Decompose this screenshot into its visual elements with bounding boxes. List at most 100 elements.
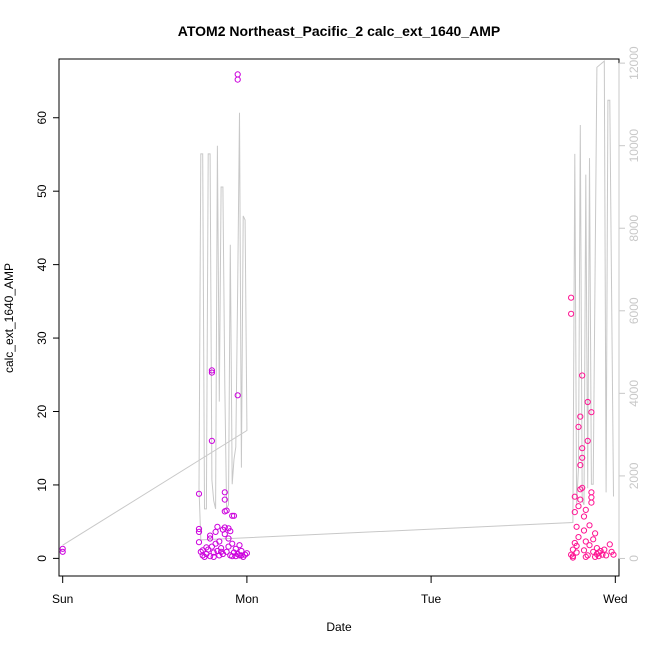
data-point-31 (221, 496, 228, 503)
y2-tick-label-1: 2000 (627, 462, 641, 489)
data-point-43 (230, 512, 238, 519)
x-tick-label-2: Tue (421, 592, 442, 606)
data-point-96 (588, 499, 595, 506)
data-point-82 (579, 454, 586, 461)
data-point-72 (573, 549, 580, 556)
data-point-41 (229, 540, 236, 547)
data-point-97 (588, 489, 595, 496)
plot-marks (59, 60, 617, 561)
data-point-68 (571, 493, 578, 500)
data-point-37 (225, 543, 232, 550)
x-axis-label: Date (326, 620, 352, 634)
data-point-65 (569, 546, 577, 553)
data-point-100 (592, 530, 599, 537)
data-point-69 (571, 508, 578, 516)
data-point-0 (59, 545, 66, 552)
data-point-2 (195, 490, 203, 497)
data-point-44 (232, 545, 239, 552)
data-point-42 (230, 549, 238, 556)
data-point-107 (601, 546, 608, 553)
data-point-104 (595, 553, 602, 560)
data-point-12 (207, 532, 214, 539)
chart-title: ATOM2 Northeast_Pacific_2 calc_ext_1640_… (178, 23, 500, 39)
data-point-63 (568, 310, 575, 317)
data-point-3 (195, 525, 203, 533)
y2-tick-label-5: 10000 (627, 129, 641, 163)
data-point-22 (214, 523, 221, 530)
data-point-17 (208, 437, 215, 444)
y-tick-label-1: 10 (35, 478, 49, 492)
data-point-75 (575, 534, 582, 541)
data-point-113 (582, 553, 589, 561)
x-tick-label-0: Sun (52, 592, 73, 606)
y-tick-label-0: 0 (35, 555, 49, 562)
data-point-58 (210, 553, 217, 561)
data-point-85 (580, 513, 588, 520)
data-point-71 (573, 542, 580, 550)
data-point-52 (238, 547, 245, 555)
data-point-86 (580, 547, 588, 554)
data-point-16 (208, 369, 215, 376)
data-point-20 (212, 528, 219, 536)
data-point-81 (579, 445, 586, 452)
plot-frame (58, 58, 620, 577)
data-point-59 (218, 548, 225, 555)
data-point-36 (225, 535, 232, 542)
data-point-18 (210, 549, 217, 556)
data-point-33 (223, 507, 230, 514)
series-line-0 (62, 60, 614, 546)
data-point-109 (606, 541, 613, 548)
y-tick-label-3: 30 (35, 331, 49, 345)
data-point-56 (199, 547, 206, 554)
data-point-57 (203, 544, 210, 551)
y2-tick-label-0: 0 (627, 555, 641, 562)
data-point-92 (586, 522, 593, 529)
data-point-1 (59, 548, 66, 555)
axes: 0 10 20 30 40 50 60 0 2000 4000 6000 8000 10000 12000… (35, 46, 641, 606)
data-point-79 (577, 413, 584, 420)
data-point-77 (577, 496, 584, 503)
y2-tick-label-4: 8000 (627, 215, 641, 242)
y-tick-label-6: 60 (35, 111, 49, 125)
data-point-55 (243, 550, 250, 557)
data-point-60 (229, 553, 236, 560)
data-point-83 (579, 484, 586, 491)
data-point-40 (229, 512, 236, 519)
data-point-90 (584, 437, 591, 444)
data-point-11 (207, 553, 214, 560)
data-point-87 (582, 506, 589, 513)
data-point-50 (236, 542, 243, 549)
data-point-54 (242, 551, 249, 558)
data-point-94 (588, 409, 595, 416)
data-point-111 (610, 551, 617, 558)
data-point-88 (582, 538, 589, 545)
data-point-98 (590, 536, 597, 543)
data-point-78 (577, 462, 584, 469)
data-point-5 (195, 539, 203, 546)
x-tick-label-3: Wed (603, 592, 627, 606)
data-point-47 (234, 71, 241, 78)
data-point-15 (208, 367, 215, 374)
y2-tick-label-3: 6000 (627, 297, 641, 324)
data-point-114 (595, 549, 602, 556)
data-point-61 (238, 552, 245, 559)
data-point-4 (195, 528, 203, 536)
y-axis-label: calc_ext_1640_AMP (2, 263, 16, 373)
data-point-13 (207, 535, 214, 542)
data-point-108 (603, 552, 610, 559)
y2-tick-label-6: 12000 (627, 46, 641, 80)
x-tick-label-1: Mon (235, 592, 258, 606)
data-point-84 (580, 527, 588, 534)
data-point-112 (569, 554, 577, 561)
data-point-48 (234, 76, 241, 83)
data-point-32 (221, 489, 228, 496)
data-point-89 (584, 398, 591, 406)
y-tick-label-5: 50 (35, 184, 49, 198)
data-point-93 (586, 542, 593, 549)
data-point-80 (579, 372, 586, 379)
data-point-73 (575, 503, 582, 510)
data-point-62 (568, 294, 575, 301)
data-point-28 (221, 524, 228, 531)
data-point-29 (221, 531, 228, 538)
